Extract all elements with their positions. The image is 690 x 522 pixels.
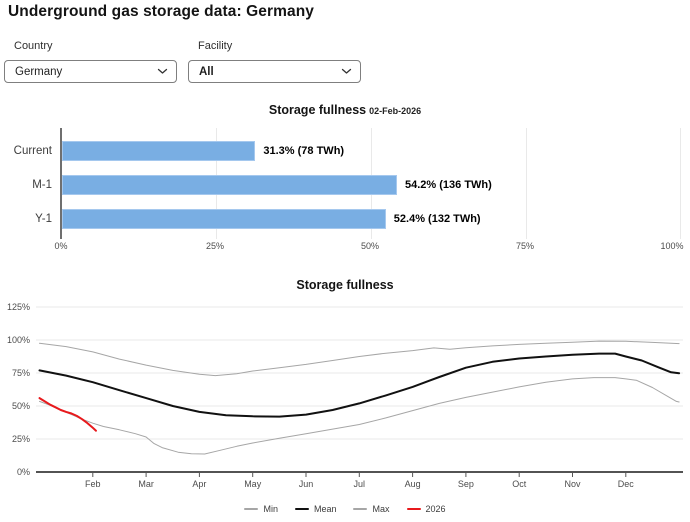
bar-category-label: Current	[13, 145, 52, 157]
legend-label: Mean	[313, 504, 337, 514]
bar-current[interactable]	[62, 141, 256, 161]
bar-m-1[interactable]	[62, 175, 397, 195]
country-select[interactable]: Germany	[4, 60, 177, 83]
facility-select[interactable]: All	[188, 60, 361, 83]
legend-label: Min	[263, 504, 278, 514]
bar-value-label: 54.2% (136 TWh)	[405, 179, 492, 191]
y-tick-label: 0%	[17, 467, 30, 477]
x-tick-label: Mar	[138, 479, 154, 489]
y-tick-label: 75%	[12, 368, 30, 378]
x-tick-label: 100%	[660, 241, 684, 251]
line-chart: 0% 25% 50% 75% 100% 125% Feb Mar Apr May Jun Jul Aug…	[7, 302, 683, 489]
country-label: Country	[14, 40, 53, 52]
legend-swatch	[353, 507, 368, 511]
x-tick-label: 75%	[515, 241, 535, 251]
bar-chart-title: Storage fullness 02-Feb-2026	[0, 103, 690, 117]
bar-chart-title-text: Storage fullness	[268, 103, 367, 117]
x-tick-label: 25%	[205, 241, 225, 251]
chevron-down-icon	[157, 68, 168, 75]
legend-label: 2026	[425, 504, 446, 514]
x-tick-label: May	[244, 479, 262, 489]
bar-value-label: 52.4% (132 TWh)	[393, 213, 481, 225]
series-line-max	[39, 340, 680, 377]
bar-chart-plot: 31.3% (78 TWh) 54.2% (136 TWh) 52.4% (13…	[60, 128, 681, 239]
gridline	[680, 128, 681, 239]
gridline	[526, 128, 527, 239]
line-chart-title: Storage fullness	[296, 278, 394, 292]
legend-item-max[interactable]: Max	[353, 504, 390, 514]
bar-y-1[interactable]	[62, 209, 386, 229]
series-line-2026	[38, 397, 97, 432]
x-tick-label: Dec	[618, 479, 635, 489]
legend-item-min[interactable]: Min	[244, 504, 278, 514]
y-tick-label: 50%	[12, 401, 30, 411]
series-line-mean	[38, 352, 681, 418]
facility-select-value: All	[199, 65, 214, 78]
x-tick-label: Jul	[354, 479, 366, 489]
x-tick-label: Aug	[405, 479, 421, 489]
series-line-min	[39, 377, 680, 455]
y-tick-label: 25%	[12, 434, 30, 444]
page-title: Underground gas storage data: Germany	[8, 3, 315, 20]
x-tick-label: Oct	[512, 479, 527, 489]
x-tick-label: Jun	[299, 479, 314, 489]
x-tick-label: 0%	[54, 241, 68, 251]
x-tick-label: Nov	[564, 479, 581, 489]
legend-label: Max	[372, 504, 390, 514]
x-tick-label: Apr	[192, 479, 206, 489]
facility-label: Facility	[198, 40, 233, 52]
legend-item-mean[interactable]: Mean	[294, 504, 337, 514]
bar-chart-date: 02-Feb-2026	[369, 106, 422, 116]
y-tick-label: 100%	[7, 335, 30, 345]
x-tick-label: Feb	[85, 479, 101, 489]
bar-category-label: M-1	[32, 179, 52, 191]
y-tick-label: 125%	[7, 302, 30, 312]
x-tick-label: Sep	[458, 479, 474, 489]
chart-legend: Min Mean Max 2026	[0, 504, 690, 514]
legend-swatch	[406, 507, 421, 511]
legend-swatch	[244, 507, 259, 511]
legend-item-2026[interactable]: 2026	[406, 504, 446, 514]
bar-category-label: Y-1	[35, 213, 52, 225]
bar-value-label: 31.3% (78 TWh)	[263, 145, 345, 157]
x-tick-label: 50%	[360, 241, 380, 251]
country-select-value: Germany	[15, 65, 63, 78]
legend-swatch	[294, 507, 309, 511]
chevron-down-icon	[341, 68, 352, 75]
